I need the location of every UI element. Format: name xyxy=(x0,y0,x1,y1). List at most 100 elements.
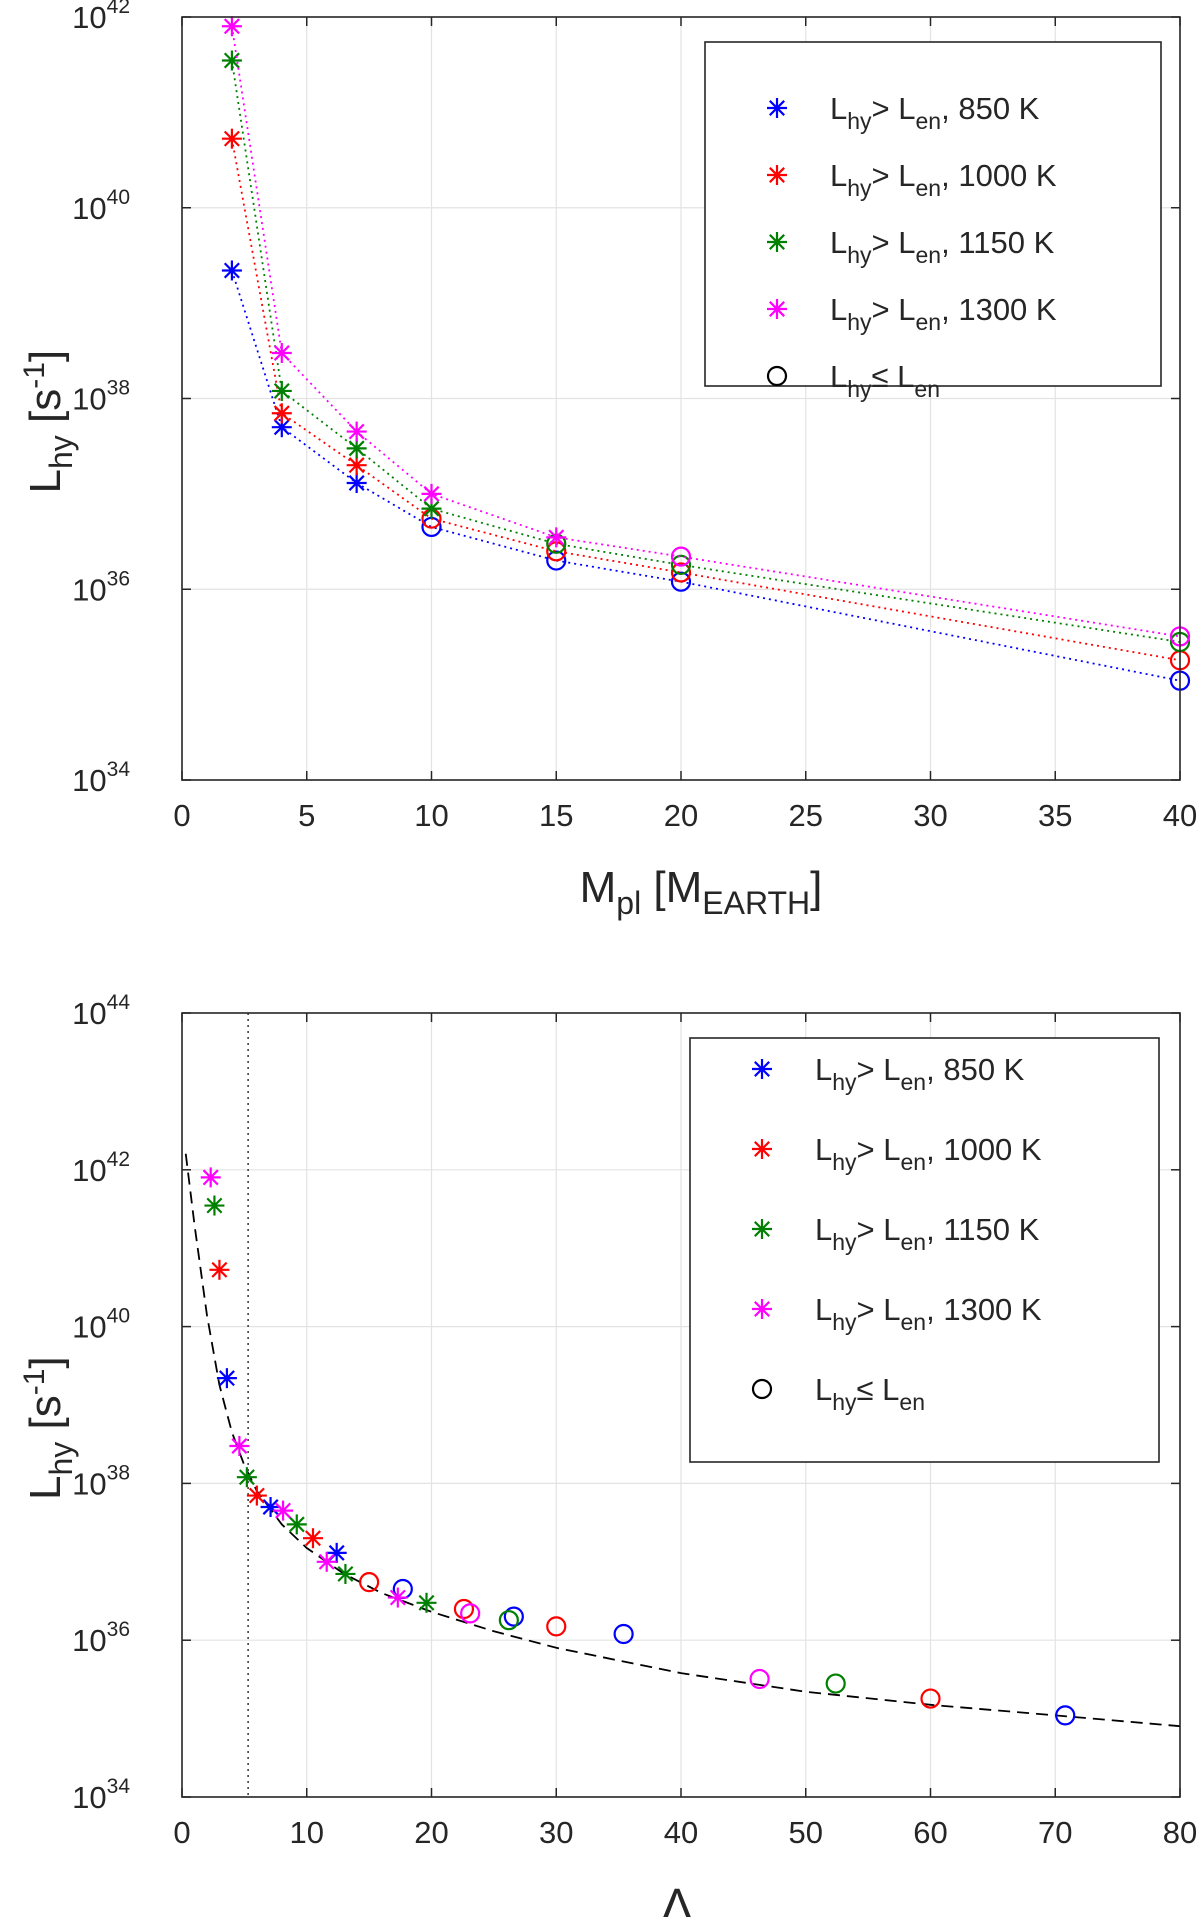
y-tick-label: 1034 xyxy=(72,758,130,798)
legend-marker-asterisk xyxy=(752,1219,772,1239)
legend-marker-asterisk-stroke xyxy=(754,1141,770,1157)
x-tick-label: 5 xyxy=(298,798,315,833)
data-point-asterisk-stroke xyxy=(348,423,365,440)
data-point-asterisk xyxy=(271,403,292,424)
top-panel: 0 5 10 15 20 25 30 35 4010341036103810401042Lhy … xyxy=(18,0,1197,921)
data-point-asterisk xyxy=(216,1368,237,1389)
data-point-asterisk-stroke xyxy=(548,529,565,546)
legend-sub-en: en xyxy=(914,376,940,402)
y-tick-exponent: 38 xyxy=(107,1461,130,1484)
legend-relation: > xyxy=(857,1132,875,1167)
legend-sub-en: en xyxy=(901,1309,927,1335)
data-point-asterisk xyxy=(273,1500,294,1521)
y-tick-base: 10 xyxy=(72,996,106,1031)
data-point-asterisk xyxy=(346,455,367,476)
x-tick-label: 10 xyxy=(414,798,448,833)
legend-entry-label: Lhy> Len, 1000 K xyxy=(815,1132,1042,1175)
legend-L: L xyxy=(830,359,847,394)
x-tick-label: 40 xyxy=(1163,798,1197,833)
legend-marker-asterisk-stroke xyxy=(769,234,785,250)
data-point-asterisk-stroke xyxy=(423,500,440,517)
x-tick-label: 25 xyxy=(789,798,823,833)
x-tick-label: 35 xyxy=(1038,798,1072,833)
y-tick-label: 1038 xyxy=(72,1461,130,1501)
y-tick-base: 10 xyxy=(72,191,106,226)
legend-entry-label: Lhy> Len, 1150 K xyxy=(815,1212,1040,1255)
y-tick-exponent: 34 xyxy=(107,758,131,781)
legend-L2: L xyxy=(890,292,916,327)
data-point-asterisk-stroke xyxy=(202,1169,219,1186)
data-point-asterisk xyxy=(271,380,292,401)
legend-relation: ≤ xyxy=(857,1372,874,1407)
data-point-asterisk xyxy=(229,1435,250,1456)
x-tick-label: 50 xyxy=(789,1815,823,1850)
legend-sub-hy: hy xyxy=(832,1229,857,1255)
y-tick-exponent: 38 xyxy=(107,377,130,400)
y-tick-exponent: 40 xyxy=(107,1305,130,1328)
legend-sub-en: en xyxy=(916,309,942,335)
data-point-asterisk xyxy=(346,473,367,494)
y-tick-base: 10 xyxy=(72,1623,106,1658)
legend-temperature: , 1150 K xyxy=(941,225,1055,260)
x-label-rest: [M xyxy=(641,863,702,912)
legend-temperature: , 1300 K xyxy=(941,292,1057,327)
data-point-circle xyxy=(498,1610,519,1631)
legend-L: L xyxy=(830,158,847,193)
legend-marker-asterisk-stroke xyxy=(769,100,785,116)
data-point-circle xyxy=(920,1688,941,1709)
legend-relation: ≤ xyxy=(872,359,889,394)
legend-L: L xyxy=(815,1292,832,1327)
y-label-rest: [s xyxy=(21,389,70,435)
legend-relation: > xyxy=(857,1052,875,1087)
y-tick-label: 1036 xyxy=(72,567,130,607)
data-point-asterisk xyxy=(387,1587,408,1608)
legend-entry-label: Lhy> Len, 1300 K xyxy=(815,1292,1042,1335)
y-label-sub: hy xyxy=(43,1442,79,1476)
data-point-asterisk xyxy=(200,1167,221,1188)
x-label-end: ] xyxy=(810,863,822,912)
legend-sub-hy: hy xyxy=(847,242,872,268)
y-tick-exponent: 36 xyxy=(107,567,130,590)
series-850-k xyxy=(216,1368,1076,1726)
x-tick-label: 0 xyxy=(173,798,190,833)
data-point-asterisk xyxy=(260,1497,281,1518)
x-label-sub: pl xyxy=(616,885,641,921)
data-point-asterisk-stroke xyxy=(273,382,290,399)
data-point-asterisk xyxy=(335,1563,356,1584)
data-point-asterisk-stroke xyxy=(418,1594,435,1611)
legend-sub-en: en xyxy=(899,1389,925,1415)
legend-sub-hy: hy xyxy=(832,1069,857,1095)
data-point-circle xyxy=(613,1623,634,1645)
legend-box xyxy=(704,41,1162,387)
y-tick-base: 10 xyxy=(72,1466,106,1501)
data-point-asterisk-stroke xyxy=(223,262,240,279)
legend-marker-asterisk-stroke xyxy=(769,167,785,183)
data-point-circle xyxy=(749,1668,770,1690)
legend-L: L xyxy=(830,225,847,260)
series-1150-k xyxy=(204,1195,846,1694)
bottom-panel: 0 10 20 30 40 50 60 70 8010341036103810401042104… xyxy=(18,991,1197,1917)
y-tick-label: 1040 xyxy=(72,1305,130,1345)
data-point-asterisk-stroke xyxy=(223,18,240,35)
legend-marker-asterisk xyxy=(767,165,787,185)
y-tick-label: 1036 xyxy=(72,1618,130,1658)
data-point-asterisk-stroke xyxy=(206,1197,223,1214)
data-point-asterisk-stroke xyxy=(223,52,240,69)
legend-sub-hy: hy xyxy=(847,376,872,402)
legend-sub-hy: hy xyxy=(847,175,872,201)
data-point-asterisk-stroke xyxy=(348,440,365,457)
legend-L: L xyxy=(815,1212,832,1247)
data-point-asterisk xyxy=(271,342,292,363)
y-label-rest: [s xyxy=(21,1395,70,1441)
legend-marker-asterisk xyxy=(752,1299,772,1319)
y-label-sup: -1 xyxy=(18,1369,51,1396)
legend-relation: > xyxy=(857,1212,875,1247)
data-point-asterisk-stroke xyxy=(318,1553,335,1570)
x-axis-label: Λ xyxy=(661,1880,693,1917)
y-label-main: L xyxy=(21,1476,70,1500)
data-point-asterisk-stroke xyxy=(262,1499,279,1515)
data-point-circle xyxy=(670,571,692,592)
